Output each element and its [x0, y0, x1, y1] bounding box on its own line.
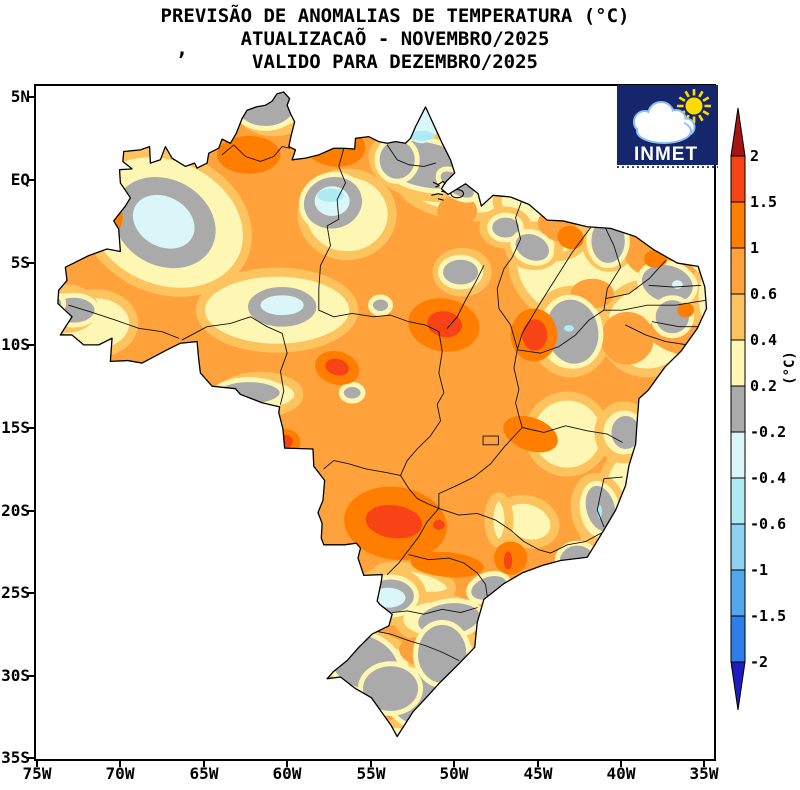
title-update: ATUALIZACAÕ - NOVEMBRO/2025 — [240, 28, 550, 50]
cbar-label-m0_4: -0.4 — [750, 469, 787, 487]
cbar-label-1: 1 — [750, 239, 760, 257]
lon-label-70w: 70W — [105, 764, 135, 783]
lon-label-75w: 75W — [22, 764, 52, 783]
axis-ticks — [27, 96, 705, 767]
inmet-logo-text: INMET — [634, 144, 698, 165]
lat-label-15s: 15S — [1, 418, 30, 437]
state-borders — [69, 145, 706, 661]
cbar-label-m1: -1 — [750, 561, 769, 579]
cbar-label-m2: -2 — [750, 653, 769, 671]
lat-label-35s: 35S — [1, 748, 30, 767]
lat-label-5n: 5N — [10, 87, 30, 106]
lat-label-10s: 10S — [1, 335, 30, 354]
cbar-label-m0_2: -0.2 — [750, 423, 787, 441]
brazil-outline — [58, 92, 707, 736]
title-valid: VALIDO PARA DEZEMBRO/2025 — [252, 51, 538, 73]
cbar-label-m0_6: -0.6 — [750, 515, 787, 533]
cbar-label-0_6: 0.6 — [750, 285, 778, 303]
cbar-label-0_2: 0.2 — [750, 377, 778, 395]
lat-label-30s: 30S — [1, 666, 30, 685]
lon-label-45w: 45W — [523, 764, 553, 783]
lat-label-20s: 20S — [1, 501, 30, 520]
map-frame — [27, 84, 716, 767]
lon-label-50w: 50W — [439, 764, 469, 783]
lat-label-eq: EQ — [10, 170, 30, 189]
cbar-unit-label: (°C) — [782, 351, 798, 385]
lon-label-40w: 40W — [606, 764, 636, 783]
lon-label-55w: 55W — [356, 764, 386, 783]
lon-label-35w: 35W — [689, 764, 719, 783]
stray-cedilla-mark: , — [176, 36, 189, 60]
cbar-label-m1_5: -1.5 — [750, 607, 787, 625]
anomaly-contours — [57, 92, 707, 737]
lon-label-60w: 60W — [272, 764, 302, 783]
lat-label-25s: 25S — [1, 583, 30, 602]
cbar-label-0_4: 0.4 — [750, 331, 778, 349]
lat-label-5s: 5S — [10, 253, 30, 272]
colorbar — [730, 107, 746, 711]
lon-label-65w: 65W — [189, 764, 219, 783]
cbar-label-2: 2 — [750, 147, 760, 165]
cloud-icon — [633, 101, 696, 144]
cbar-label-1_5: 1.5 — [750, 193, 778, 211]
inmet-logo: INMET — [617, 85, 718, 169]
page-title: PREVISÃO DE ANOMALIAS DE TEMPERATURA (°C… — [160, 5, 630, 27]
